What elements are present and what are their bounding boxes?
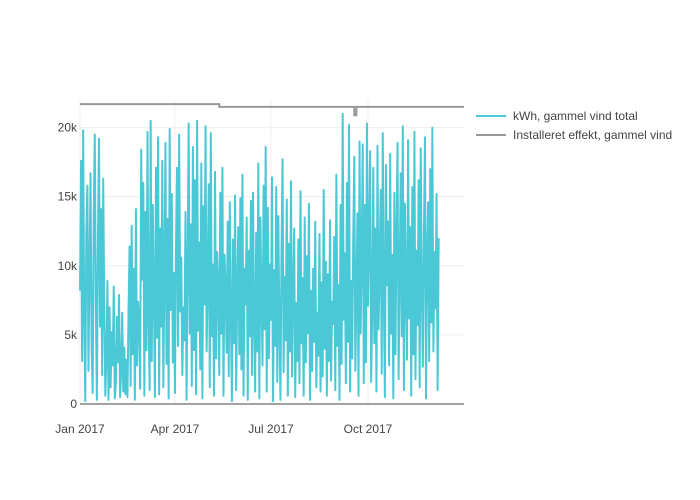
plot-area xyxy=(79,103,464,403)
x-tick-label-1: Apr 2017 xyxy=(151,422,200,436)
y-tick-label-4: 20k xyxy=(58,121,78,135)
y-tick-label-2: 10k xyxy=(58,259,78,273)
axes: 0 5k 10k 15k 20k Jan 2017 Apr 2017 Jul 2017 Oct … xyxy=(55,121,464,436)
series-line-installeret-effekt xyxy=(80,103,464,117)
legend: kWh, gammel vind total Installeret effek… xyxy=(476,106,672,144)
legend-label-kwh: kWh, gammel vind total xyxy=(513,108,638,123)
legend-item-kwh[interactable]: kWh, gammel vind total xyxy=(476,106,672,125)
legend-item-installeret-effekt[interactable]: Installeret effekt, gammel vind xyxy=(476,125,672,144)
legend-swatch-installeret-effekt xyxy=(476,133,506,136)
series-line-kwh xyxy=(79,112,440,403)
x-tick-label-0: Jan 2017 xyxy=(55,422,105,436)
y-tick-label-0: 0 xyxy=(70,397,77,411)
x-tick-label-2: Jul 2017 xyxy=(248,422,294,436)
legend-swatch-kwh xyxy=(476,114,506,117)
y-tick-label-3: 15k xyxy=(58,190,78,204)
x-tick-label-3: Oct 2017 xyxy=(344,422,393,436)
legend-label-installeret-effekt: Installeret effekt, gammel vind xyxy=(513,127,673,142)
y-tick-label-1: 5k xyxy=(64,328,78,342)
